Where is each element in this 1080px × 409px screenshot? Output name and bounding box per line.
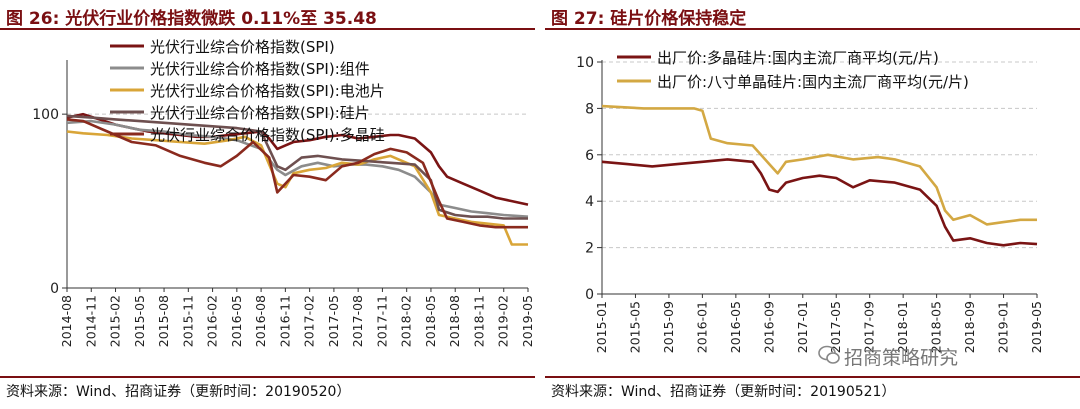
y-tick-label: 6 bbox=[585, 148, 594, 164]
x-tick-label: 2016-05 bbox=[229, 295, 244, 347]
x-tick-label: 2016-05 bbox=[728, 301, 743, 353]
x-tick-label: 2018-05 bbox=[929, 301, 944, 353]
y-tick-label: 8 bbox=[585, 101, 594, 117]
x-tick-label: 2015-01 bbox=[594, 301, 609, 353]
x-tick-label: 2016-09 bbox=[761, 301, 776, 353]
series-line bbox=[66, 119, 529, 218]
x-tick-label: 2018-05 bbox=[423, 295, 438, 347]
x-tick-label: 2019-02 bbox=[496, 295, 511, 347]
left-panel: 图 26: 光伏行业价格指数微跌 0.11%至 35.48 0 100 2014-0… bbox=[0, 0, 535, 409]
x-tick-label: 2018-08 bbox=[447, 295, 462, 347]
x-tick-label: 2019-01 bbox=[996, 301, 1011, 353]
source-divider bbox=[0, 376, 535, 378]
x-tick-label: 2017-09 bbox=[862, 301, 877, 353]
wafer-price-chart: 0 2 4 6 8 10 2015-01 2015-05 2015-09 2016-01 2016-… bbox=[576, 49, 1044, 353]
legend-label: 光伏行业综合价格指数(SPI):组件 bbox=[150, 60, 370, 78]
y-tick-label: 4 bbox=[585, 194, 594, 210]
legend-label: 光伏行业综合价格指数(SPI):多晶硅 bbox=[150, 126, 385, 144]
watermark: 招商策略研究 bbox=[844, 347, 959, 369]
x-tick-label: 2018-11 bbox=[471, 295, 486, 347]
x-tick-label: 2017-08 bbox=[350, 295, 365, 347]
chart-title-bar: 图 26: 光伏行业价格指数微跌 0.11%至 35.48 bbox=[0, 2, 535, 30]
y-tick-label: 0 bbox=[50, 281, 59, 297]
y-tick-label: 100 bbox=[32, 107, 59, 123]
series-line bbox=[66, 112, 529, 206]
wechat-icon bbox=[818, 345, 840, 364]
x-tick-label: 2017-02 bbox=[302, 295, 317, 347]
x-tick-label: 2017-01 bbox=[795, 301, 810, 353]
x-tick-label: 2018-09 bbox=[962, 301, 977, 353]
spi-price-index-chart: 0 100 2014-08 2014-11 2015-02 2015-05 2015-08 2… bbox=[32, 38, 535, 347]
x-tick-label: 2015-05 bbox=[132, 295, 147, 347]
source-note: 资料来源：Wind、招商证券（更新时间：20190520） bbox=[6, 384, 351, 400]
source-divider bbox=[545, 376, 1080, 378]
series-line bbox=[66, 118, 528, 229]
legend-label: 光伏行业综合价格指数(SPI):电池片 bbox=[150, 82, 385, 100]
x-tick-label: 2017-05 bbox=[326, 295, 341, 347]
x-tick-label: 2015-09 bbox=[661, 301, 676, 353]
y-tick-label: 2 bbox=[585, 241, 594, 257]
x-tick-label: 2014-11 bbox=[83, 295, 98, 347]
legend-label: 光伏行业综合价格指数(SPI):硅片 bbox=[150, 104, 370, 122]
x-tick-label: 2015-08 bbox=[156, 295, 171, 347]
y-tick-label: 10 bbox=[576, 55, 594, 71]
x-tick-label: 2016-02 bbox=[205, 295, 220, 347]
chart-title: 图 26: 光伏行业价格指数微跌 0.11%至 35.48 bbox=[6, 9, 377, 29]
series-line bbox=[601, 104, 1037, 226]
x-tick-label: 2017-05 bbox=[828, 301, 843, 353]
series-line bbox=[66, 130, 528, 246]
x-tick-label: 2015-05 bbox=[627, 301, 642, 353]
series-line bbox=[66, 114, 528, 220]
chart-title: 图 27: 硅片价格保持稳定 bbox=[551, 9, 747, 29]
series-line bbox=[601, 158, 1038, 247]
chart-title-bar: 图 27: 硅片价格保持稳定 bbox=[545, 2, 1080, 30]
right-panel: 图 27: 硅片价格保持稳定 0 2 4 6 8 10 2015-01 2015-05 2015… bbox=[545, 0, 1080, 409]
x-tick-label: 2019-05 bbox=[520, 295, 535, 347]
x-tick-label: 2019-05 bbox=[1029, 301, 1044, 353]
x-tick-label: 2016-11 bbox=[277, 295, 292, 347]
x-tick-label: 2015-11 bbox=[180, 295, 195, 347]
y-tick-label: 0 bbox=[585, 287, 594, 303]
legend-label: 光伏行业综合价格指数(SPI) bbox=[150, 38, 335, 56]
legend-label: 出厂价:八寸单晶硅片:国内主流厂商平均(元/片) bbox=[657, 73, 969, 91]
x-tick-label: 2016-08 bbox=[253, 295, 268, 347]
legend-label: 出厂价:多晶硅片:国内主流厂商平均(元/片) bbox=[657, 49, 939, 67]
x-tick-label: 2014-08 bbox=[59, 295, 74, 347]
x-tick-label: 2016-01 bbox=[694, 301, 709, 353]
x-tick-label: 2015-02 bbox=[108, 295, 123, 347]
x-tick-label: 2018-02 bbox=[399, 295, 414, 347]
source-note: 资料来源：Wind、招商证券（更新时间：20190521） bbox=[551, 384, 896, 400]
x-tick-label: 2017-11 bbox=[374, 295, 389, 347]
x-tick-label: 2018-01 bbox=[895, 301, 910, 353]
